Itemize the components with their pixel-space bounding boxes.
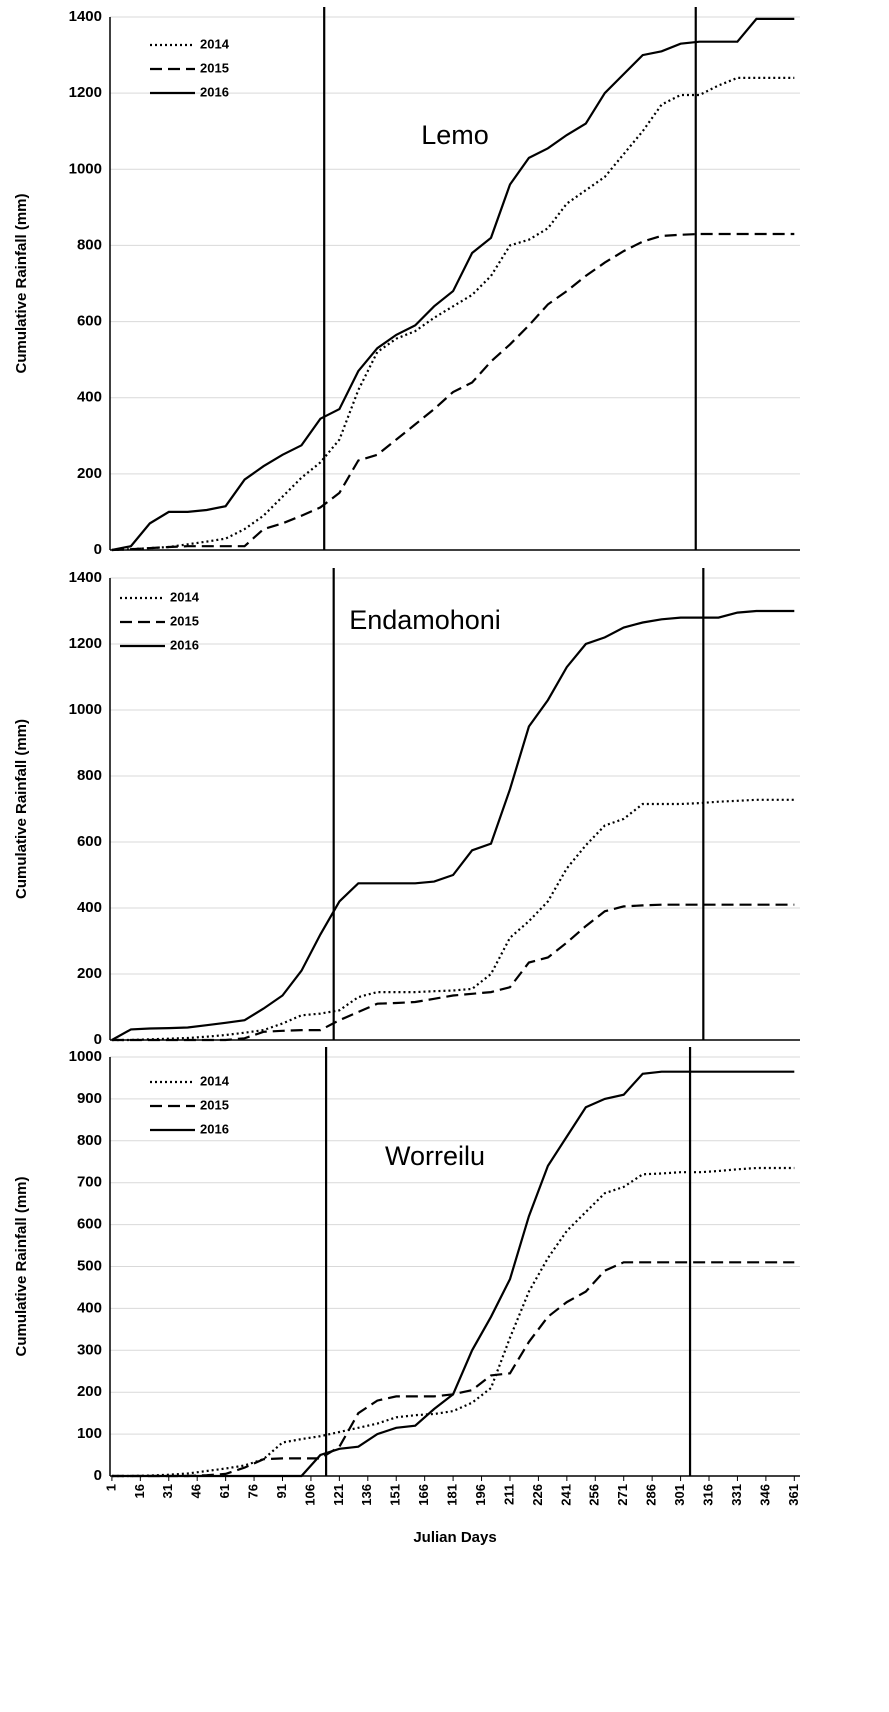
legend-label: 2015 [200, 1097, 229, 1112]
y-tick-label: 1000 [69, 1048, 102, 1065]
x-tick-label: 181 [445, 1484, 460, 1506]
series-line [111, 1070, 795, 1478]
x-tick-label: 226 [530, 1484, 545, 1506]
y-tick-label: 300 [77, 1341, 102, 1358]
legend-label: 2015 [200, 60, 229, 75]
y-tick-label: 1200 [69, 635, 102, 652]
x-tick-label: 151 [388, 1484, 403, 1506]
y-tick-label: 700 [77, 1174, 102, 1191]
x-tick-label: 166 [416, 1484, 431, 1506]
x-tick-label: 301 [672, 1484, 687, 1506]
x-tick-label: 196 [473, 1484, 488, 1506]
x-tick-label: 346 [757, 1484, 772, 1506]
y-axis-label: Cumulative Rainfall (mm) [13, 1176, 30, 1356]
y-tick-label: 200 [77, 965, 102, 982]
x-tick-label: 31 [160, 1484, 175, 1498]
y-tick-label: 100 [77, 1425, 102, 1442]
x-tick-label: 286 [644, 1484, 659, 1506]
series-line [111, 17, 795, 552]
x-tick-label: 361 [786, 1484, 801, 1506]
series-line [111, 1261, 795, 1478]
y-tick-label: 400 [77, 899, 102, 916]
x-tick-label: 16 [132, 1484, 147, 1498]
station-label: Endamohoni [349, 605, 501, 635]
y-tick-label: 600 [77, 1216, 102, 1233]
y-tick-label: 600 [77, 313, 102, 330]
x-tick-label: 331 [729, 1484, 744, 1506]
x-tick-label: 211 [501, 1484, 516, 1505]
legend-label: 2015 [170, 613, 199, 628]
x-tick-label: 91 [274, 1484, 289, 1498]
y-tick-label: 1400 [69, 569, 102, 586]
x-tick-label: 241 [558, 1484, 573, 1506]
y-tick-label: 1000 [69, 701, 102, 718]
y-axis-label: Cumulative Rainfall (mm) [13, 193, 30, 373]
x-tick-label: 76 [246, 1484, 261, 1498]
legend-label: 2014 [200, 1073, 230, 1088]
x-tick-label: 136 [359, 1484, 374, 1506]
y-tick-label: 500 [77, 1257, 102, 1274]
legend-label: 2014 [170, 589, 200, 604]
series-line [111, 232, 795, 552]
x-tick-label: 121 [331, 1484, 346, 1506]
series-line [111, 609, 795, 1041]
x-axis-label: Julian Days [413, 1529, 496, 1546]
series-line [111, 1166, 795, 1478]
y-tick-label: 600 [77, 833, 102, 850]
y-tick-label: 900 [77, 1090, 102, 1107]
y-tick-label: 1200 [69, 84, 102, 101]
legend-label: 2016 [170, 637, 199, 652]
y-tick-label: 1400 [69, 8, 102, 25]
y-tick-label: 1000 [69, 160, 102, 177]
y-axis-label: Cumulative Rainfall (mm) [13, 719, 30, 899]
station-label: Lemo [421, 120, 489, 150]
y-tick-label: 200 [77, 1383, 102, 1400]
x-tick-label: 61 [217, 1484, 232, 1498]
legend-label: 2016 [200, 1121, 229, 1136]
x-tick-label: 46 [189, 1484, 204, 1498]
y-tick-label: 0 [94, 541, 102, 558]
x-tick-label: 316 [700, 1484, 715, 1506]
series-line [111, 798, 795, 1042]
y-tick-label: 800 [77, 1132, 102, 1149]
series-line [111, 76, 795, 552]
y-tick-label: 200 [77, 465, 102, 482]
y-tick-label: 0 [94, 1031, 102, 1048]
legend-label: 2016 [200, 84, 229, 99]
y-tick-label: 400 [77, 389, 102, 406]
y-tick-label: 800 [77, 767, 102, 784]
series-line [111, 903, 795, 1042]
x-tick-label: 256 [587, 1484, 602, 1506]
station-label: Worreilu [385, 1141, 485, 1171]
legend-label: 2014 [200, 36, 230, 51]
y-tick-label: 800 [77, 236, 102, 253]
x-tick-label: 1 [103, 1484, 118, 1491]
y-tick-label: 0 [94, 1467, 102, 1484]
x-tick-label: 271 [615, 1484, 630, 1506]
x-tick-label: 106 [302, 1484, 317, 1506]
y-tick-label: 400 [77, 1299, 102, 1316]
